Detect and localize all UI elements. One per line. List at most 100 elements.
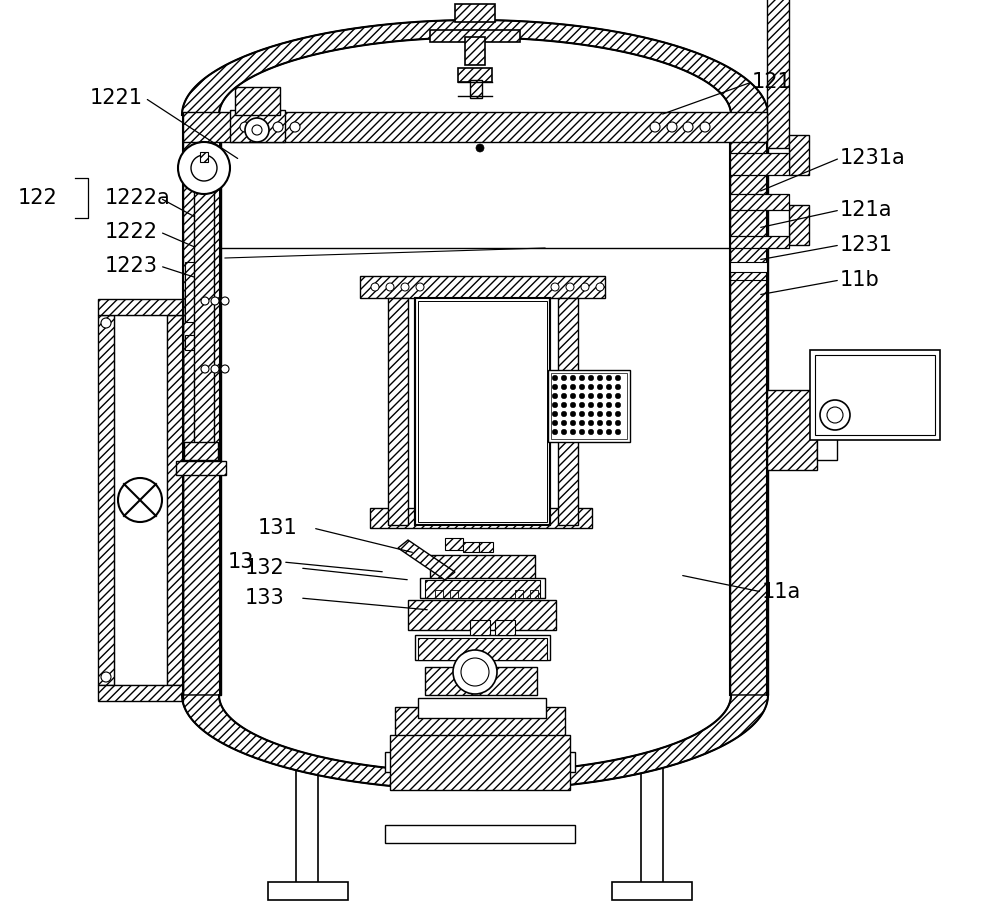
Circle shape bbox=[606, 412, 612, 417]
Bar bbox=[268, 882, 348, 900]
Bar bbox=[458, 68, 492, 82]
Circle shape bbox=[597, 376, 603, 381]
Circle shape bbox=[386, 283, 394, 291]
Bar bbox=[470, 80, 482, 98]
Bar bbox=[418, 301, 547, 522]
Circle shape bbox=[588, 412, 594, 417]
Circle shape bbox=[221, 297, 229, 305]
Circle shape bbox=[579, 429, 585, 435]
Bar bbox=[388, 298, 408, 525]
Bar bbox=[612, 882, 692, 900]
Polygon shape bbox=[182, 695, 768, 790]
Circle shape bbox=[101, 318, 111, 328]
Circle shape bbox=[570, 412, 576, 417]
Polygon shape bbox=[182, 20, 768, 115]
Bar bbox=[415, 298, 550, 525]
Circle shape bbox=[579, 393, 585, 399]
Bar bbox=[200, 152, 208, 162]
Circle shape bbox=[453, 650, 497, 694]
Bar bbox=[98, 315, 114, 685]
Circle shape bbox=[606, 384, 612, 390]
Bar bbox=[495, 620, 515, 635]
Circle shape bbox=[552, 429, 558, 435]
Bar bbox=[415, 635, 550, 660]
Bar bbox=[185, 262, 197, 322]
Circle shape bbox=[588, 384, 594, 390]
Circle shape bbox=[606, 376, 612, 381]
Circle shape bbox=[201, 365, 209, 373]
Bar bbox=[730, 262, 767, 272]
Circle shape bbox=[615, 384, 621, 390]
Circle shape bbox=[588, 402, 594, 408]
Bar bbox=[558, 298, 578, 525]
Bar bbox=[548, 370, 630, 442]
Circle shape bbox=[597, 420, 603, 426]
Bar bbox=[194, 168, 214, 450]
Bar bbox=[430, 30, 520, 42]
Circle shape bbox=[201, 297, 209, 305]
Bar bbox=[385, 752, 575, 772]
Circle shape bbox=[561, 412, 567, 417]
Text: 131: 131 bbox=[258, 518, 298, 538]
Text: 121a: 121a bbox=[840, 200, 893, 220]
Bar bbox=[98, 299, 183, 315]
Circle shape bbox=[552, 412, 558, 417]
Circle shape bbox=[570, 420, 576, 426]
Text: 132: 132 bbox=[245, 558, 285, 578]
Bar bbox=[230, 110, 285, 142]
Circle shape bbox=[211, 297, 219, 305]
Bar bbox=[167, 315, 183, 685]
Text: 1222a: 1222a bbox=[105, 188, 171, 208]
Circle shape bbox=[615, 420, 621, 426]
Circle shape bbox=[561, 376, 567, 381]
Bar bbox=[114, 315, 167, 685]
Circle shape bbox=[570, 384, 576, 390]
Circle shape bbox=[579, 376, 585, 381]
Bar bbox=[183, 112, 767, 142]
Circle shape bbox=[597, 393, 603, 399]
Circle shape bbox=[683, 122, 693, 132]
Circle shape bbox=[597, 429, 603, 435]
Bar bbox=[817, 370, 837, 460]
Bar bbox=[425, 580, 540, 598]
Bar bbox=[425, 667, 537, 695]
Polygon shape bbox=[398, 540, 455, 580]
Bar bbox=[730, 153, 789, 175]
Bar bbox=[450, 590, 458, 598]
Circle shape bbox=[615, 393, 621, 399]
Bar bbox=[445, 538, 463, 550]
Circle shape bbox=[273, 122, 283, 132]
Bar bbox=[767, 0, 789, 148]
Text: 1231: 1231 bbox=[840, 235, 893, 255]
Bar bbox=[470, 620, 490, 635]
Text: 133: 133 bbox=[245, 588, 285, 608]
Bar bbox=[810, 350, 940, 440]
Text: 11a: 11a bbox=[762, 582, 801, 602]
Circle shape bbox=[552, 393, 558, 399]
Bar bbox=[420, 578, 545, 598]
Bar bbox=[183, 115, 221, 695]
Circle shape bbox=[667, 122, 677, 132]
Circle shape bbox=[615, 376, 621, 381]
Circle shape bbox=[290, 122, 300, 132]
Bar bbox=[479, 542, 493, 552]
Bar bbox=[385, 825, 575, 843]
Circle shape bbox=[606, 393, 612, 399]
Bar bbox=[641, 670, 663, 890]
Circle shape bbox=[615, 429, 621, 435]
Text: 13: 13 bbox=[228, 552, 254, 572]
Circle shape bbox=[827, 407, 843, 423]
Circle shape bbox=[566, 283, 574, 291]
Circle shape bbox=[118, 478, 162, 522]
Circle shape bbox=[221, 365, 229, 373]
Bar bbox=[767, 390, 817, 470]
Circle shape bbox=[552, 402, 558, 408]
Text: 11b: 11b bbox=[840, 270, 880, 290]
Circle shape bbox=[581, 283, 589, 291]
Bar bbox=[185, 335, 197, 350]
Circle shape bbox=[252, 125, 262, 135]
Bar bbox=[455, 4, 495, 22]
Circle shape bbox=[101, 672, 111, 682]
Bar bbox=[435, 590, 443, 598]
Circle shape bbox=[588, 420, 594, 426]
